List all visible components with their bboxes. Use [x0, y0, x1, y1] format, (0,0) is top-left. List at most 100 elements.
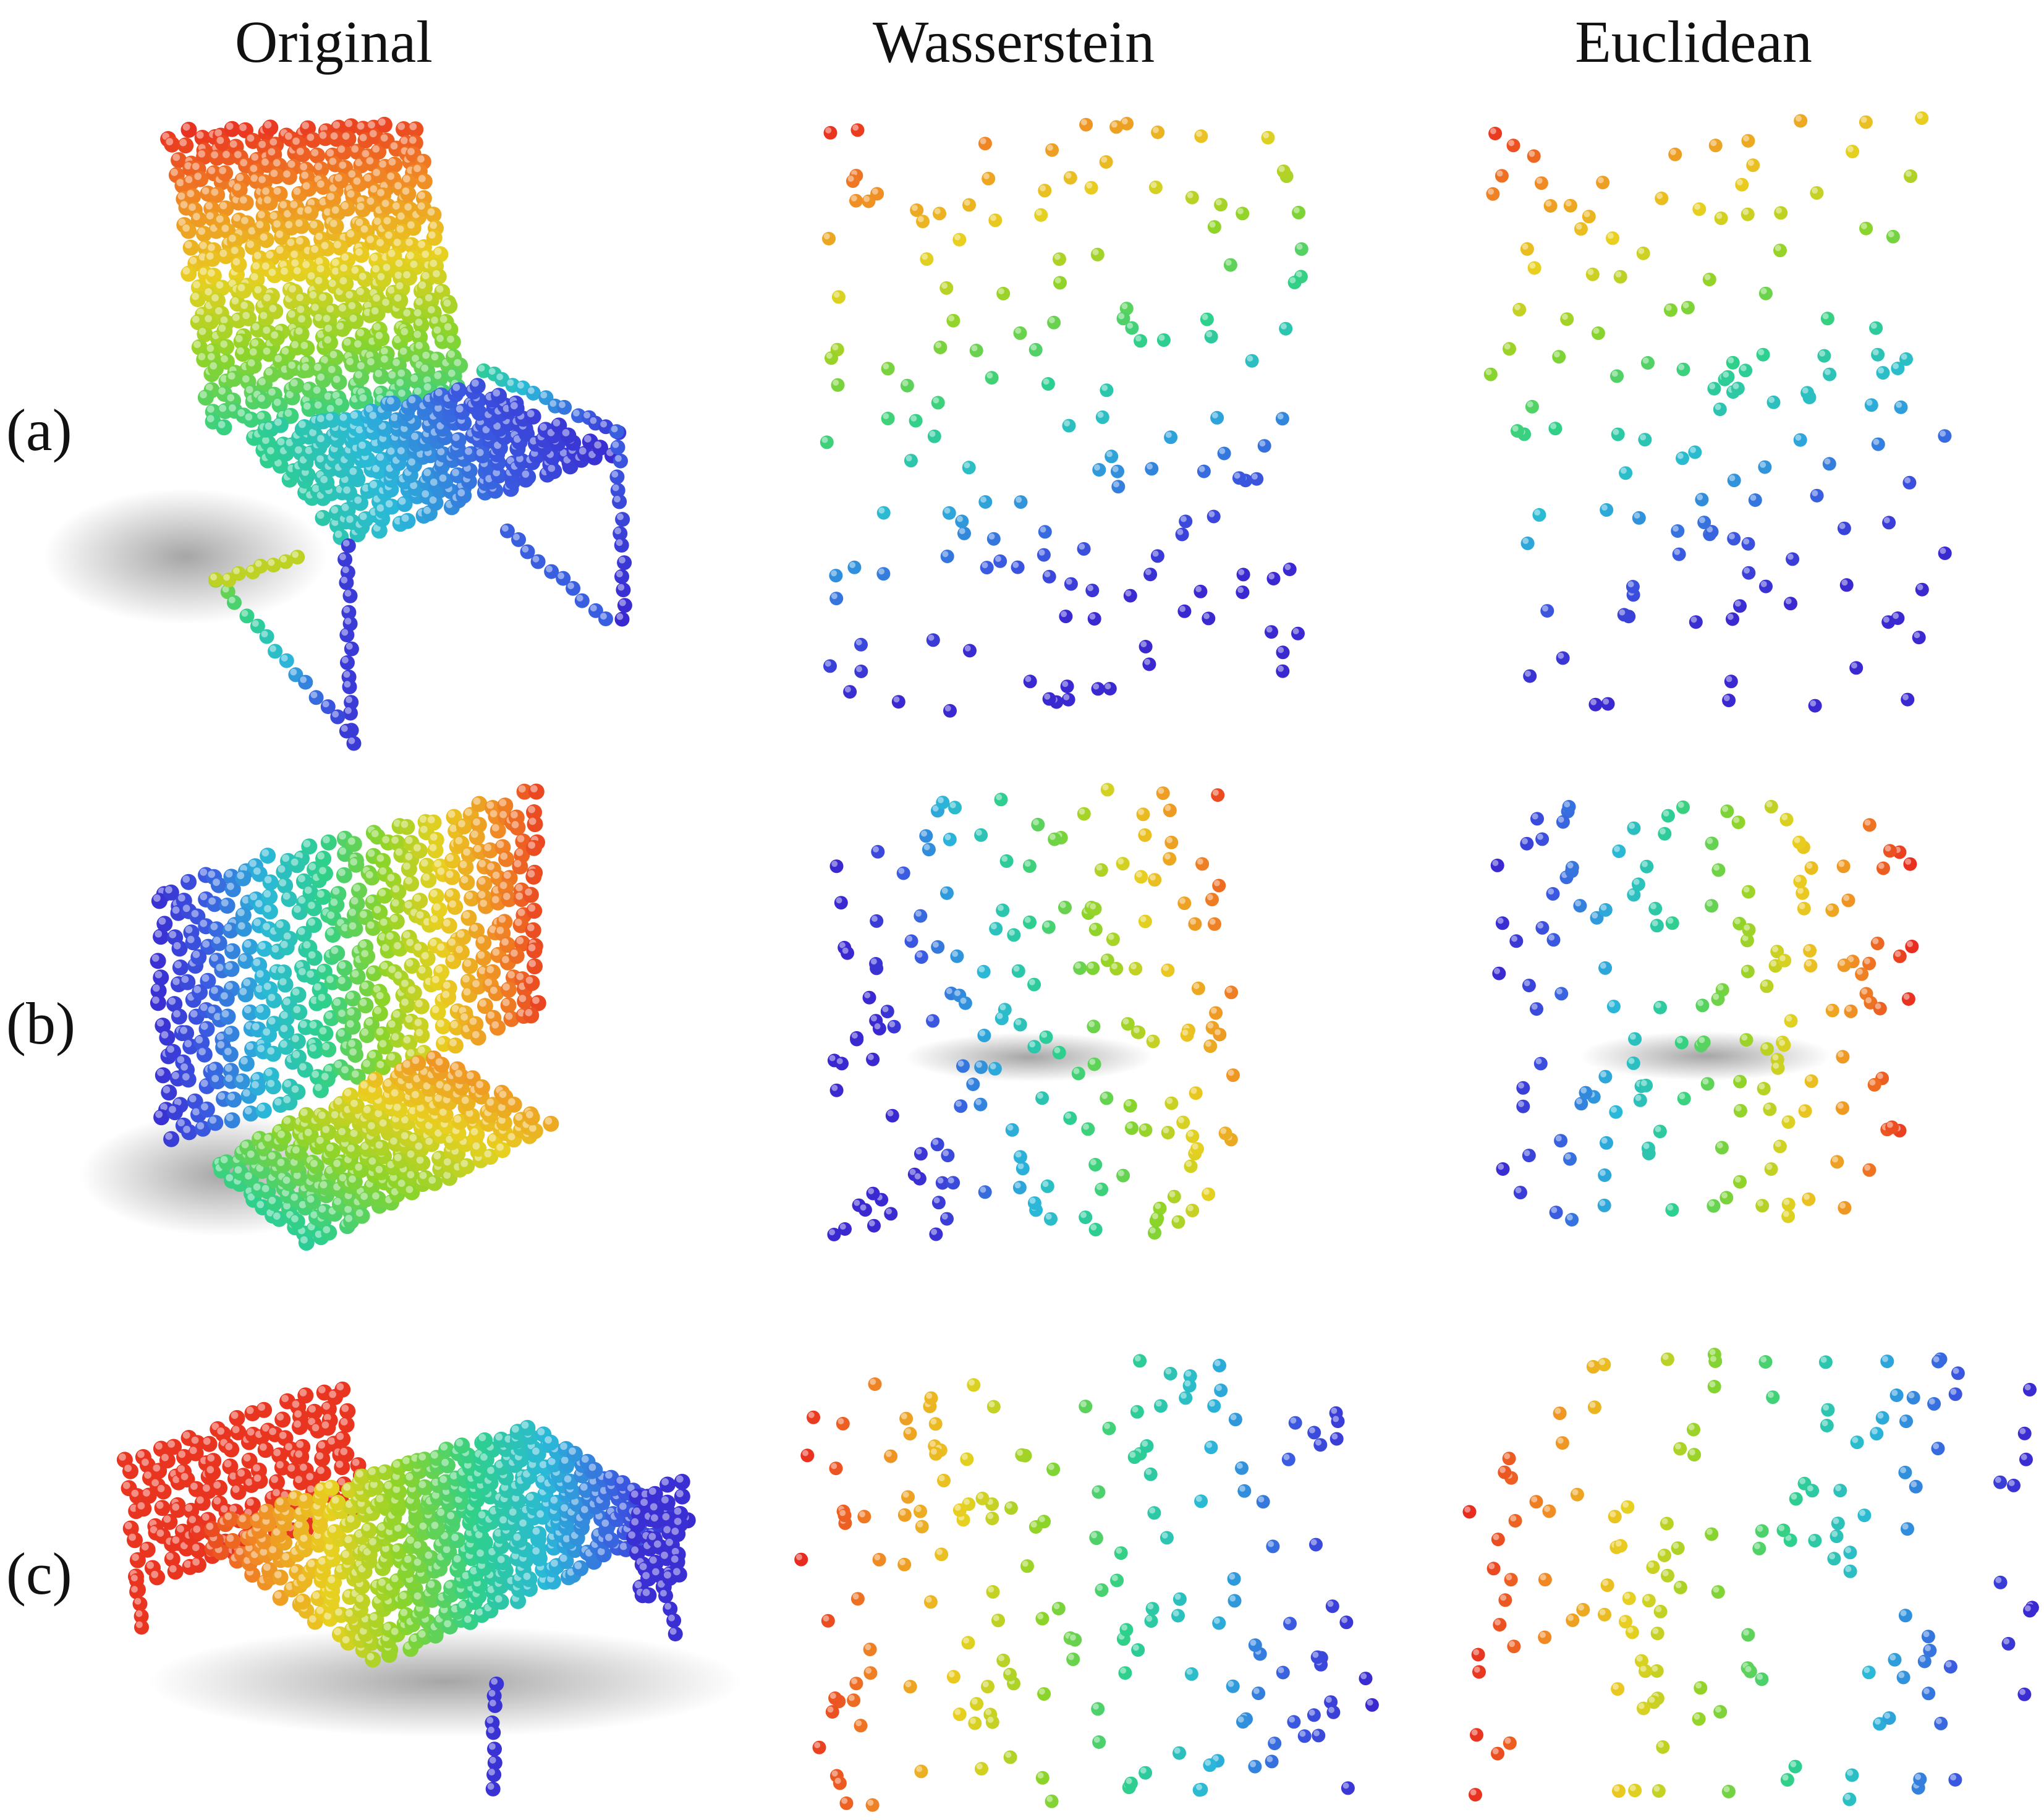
point — [474, 1079, 490, 1095]
point — [192, 984, 208, 1001]
point-highlight — [1208, 511, 1215, 517]
point — [344, 641, 359, 657]
point-highlight — [184, 241, 192, 249]
point — [963, 644, 977, 658]
point — [265, 1045, 282, 1062]
point-highlight — [279, 879, 287, 887]
point-highlight — [1697, 494, 1703, 501]
point-highlight — [331, 506, 339, 514]
point-highlight — [293, 267, 301, 274]
point — [1692, 202, 1707, 216]
point-highlight — [318, 1441, 326, 1449]
point-highlight — [309, 291, 317, 299]
point-highlight — [477, 951, 485, 959]
point-highlight — [997, 904, 1004, 911]
point-highlight — [1734, 918, 1741, 925]
point — [298, 674, 313, 690]
point — [464, 890, 480, 907]
point-highlight — [190, 1010, 198, 1018]
point — [291, 1004, 308, 1021]
point-highlight — [422, 351, 430, 359]
point — [1695, 493, 1709, 507]
point — [1748, 493, 1762, 507]
point-highlight — [1656, 193, 1663, 199]
point-highlight — [413, 844, 421, 852]
point-highlight — [1781, 814, 1788, 820]
point-highlight — [1145, 569, 1151, 576]
point-highlight — [252, 1073, 260, 1081]
point-highlight — [302, 122, 309, 129]
point-highlight — [425, 1095, 432, 1102]
point-highlight — [1207, 1022, 1214, 1029]
point-highlight — [445, 1581, 453, 1589]
point-highlight — [372, 265, 380, 273]
point-highlight — [1667, 917, 1674, 924]
point-highlight — [303, 383, 311, 391]
point-highlight — [209, 1063, 217, 1071]
point-highlight — [898, 867, 905, 874]
point-highlight — [1278, 647, 1284, 653]
point-highlight — [1088, 1021, 1095, 1027]
point — [1052, 1045, 1066, 1060]
point-highlight — [291, 1085, 299, 1093]
point-highlight — [460, 1013, 469, 1021]
point-highlight — [855, 639, 862, 645]
point — [616, 582, 631, 598]
point-highlight — [491, 896, 499, 904]
point-highlight — [417, 202, 425, 210]
point — [453, 944, 470, 961]
point-highlight — [397, 1180, 405, 1187]
point — [847, 560, 862, 574]
point-highlight — [849, 562, 856, 568]
point — [1150, 549, 1164, 563]
point — [1037, 548, 1051, 562]
point-highlight — [219, 404, 227, 412]
point-highlight — [1040, 185, 1046, 192]
point — [1100, 783, 1114, 797]
point — [1899, 352, 1913, 366]
point-highlight — [503, 983, 510, 991]
point — [617, 555, 632, 571]
point-highlight — [189, 203, 196, 211]
point-highlight — [923, 844, 930, 851]
point — [1901, 692, 1915, 707]
point-highlight — [427, 208, 435, 216]
point-highlight — [292, 551, 299, 558]
point — [307, 1042, 323, 1059]
point-highlight — [192, 315, 200, 323]
point — [1161, 963, 1175, 977]
point-highlight — [300, 1494, 307, 1502]
point-highlight — [316, 1483, 323, 1491]
point — [275, 1157, 292, 1173]
point — [1554, 1134, 1568, 1148]
point-highlight — [1087, 963, 1094, 969]
point — [363, 869, 380, 886]
point-highlight — [336, 1432, 344, 1440]
point — [426, 1175, 443, 1191]
point-highlight — [1903, 993, 1910, 1000]
point — [1781, 1197, 1796, 1212]
point — [1236, 206, 1250, 221]
point-highlight — [457, 489, 465, 496]
point-highlight — [507, 1098, 515, 1106]
point-highlight — [422, 490, 429, 498]
point-highlight — [173, 1010, 180, 1018]
point-highlight — [906, 935, 913, 942]
point-highlight — [413, 164, 421, 172]
point — [1841, 893, 1855, 908]
point — [1565, 861, 1579, 875]
point-highlight — [296, 961, 303, 969]
point-highlight — [130, 1504, 138, 1512]
point-highlight — [394, 271, 402, 279]
point — [469, 378, 486, 394]
point — [614, 569, 629, 584]
point-highlight — [1280, 323, 1287, 330]
point-highlight — [1074, 963, 1081, 969]
point — [1148, 873, 1162, 887]
point-highlight — [359, 512, 367, 521]
point-highlight — [1839, 959, 1846, 966]
point-highlight — [403, 1036, 411, 1044]
point-highlight — [1182, 1029, 1189, 1036]
point-highlight — [233, 183, 241, 191]
point-highlight — [150, 1526, 158, 1534]
